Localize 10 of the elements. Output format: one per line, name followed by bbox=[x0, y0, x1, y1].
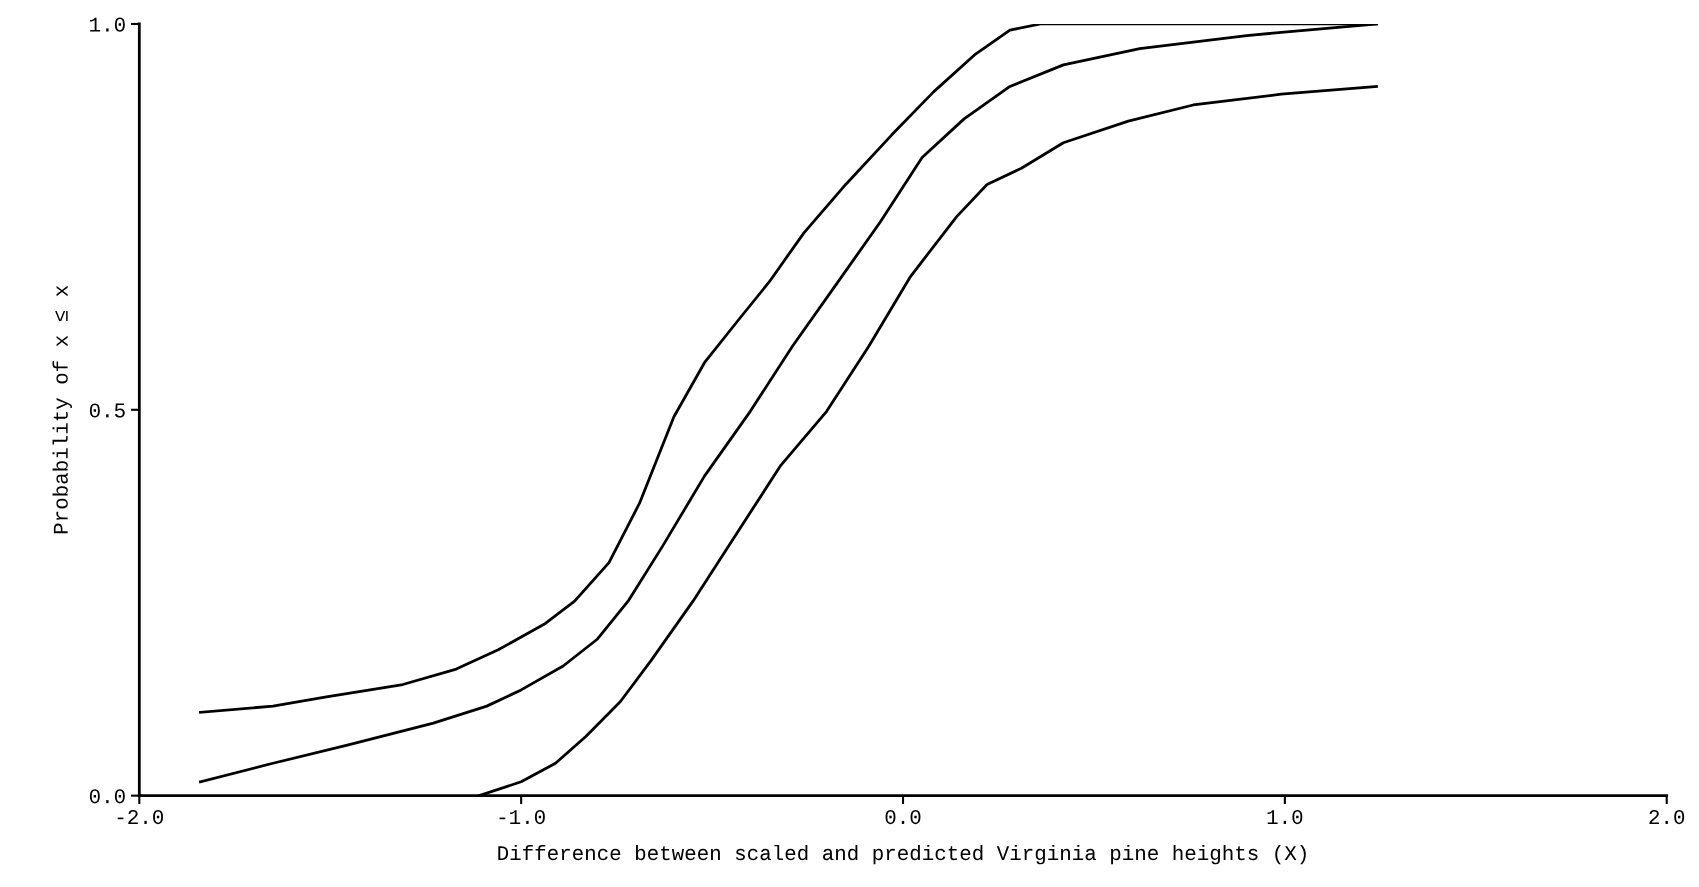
x-tick-label: -1.0 bbox=[499, 810, 545, 825]
y-axis-title: Probability of x ≤ x bbox=[52, 285, 72, 534]
y-tick-label: 0.0 bbox=[89, 789, 125, 804]
x-axis-title: Difference between scaled and predicted Virginia pine heights (X) bbox=[498, 844, 1306, 865]
y-tick-label: 1.0 bbox=[90, 17, 125, 32]
x-tick-label: 0.0 bbox=[885, 810, 921, 825]
y-tick-label: 0.5 bbox=[89, 403, 125, 418]
x-tick-label: 2.0 bbox=[1649, 810, 1685, 825]
x-tick-label: 1.0 bbox=[1267, 810, 1303, 825]
x-tick-label: -2.0 bbox=[117, 810, 164, 825]
